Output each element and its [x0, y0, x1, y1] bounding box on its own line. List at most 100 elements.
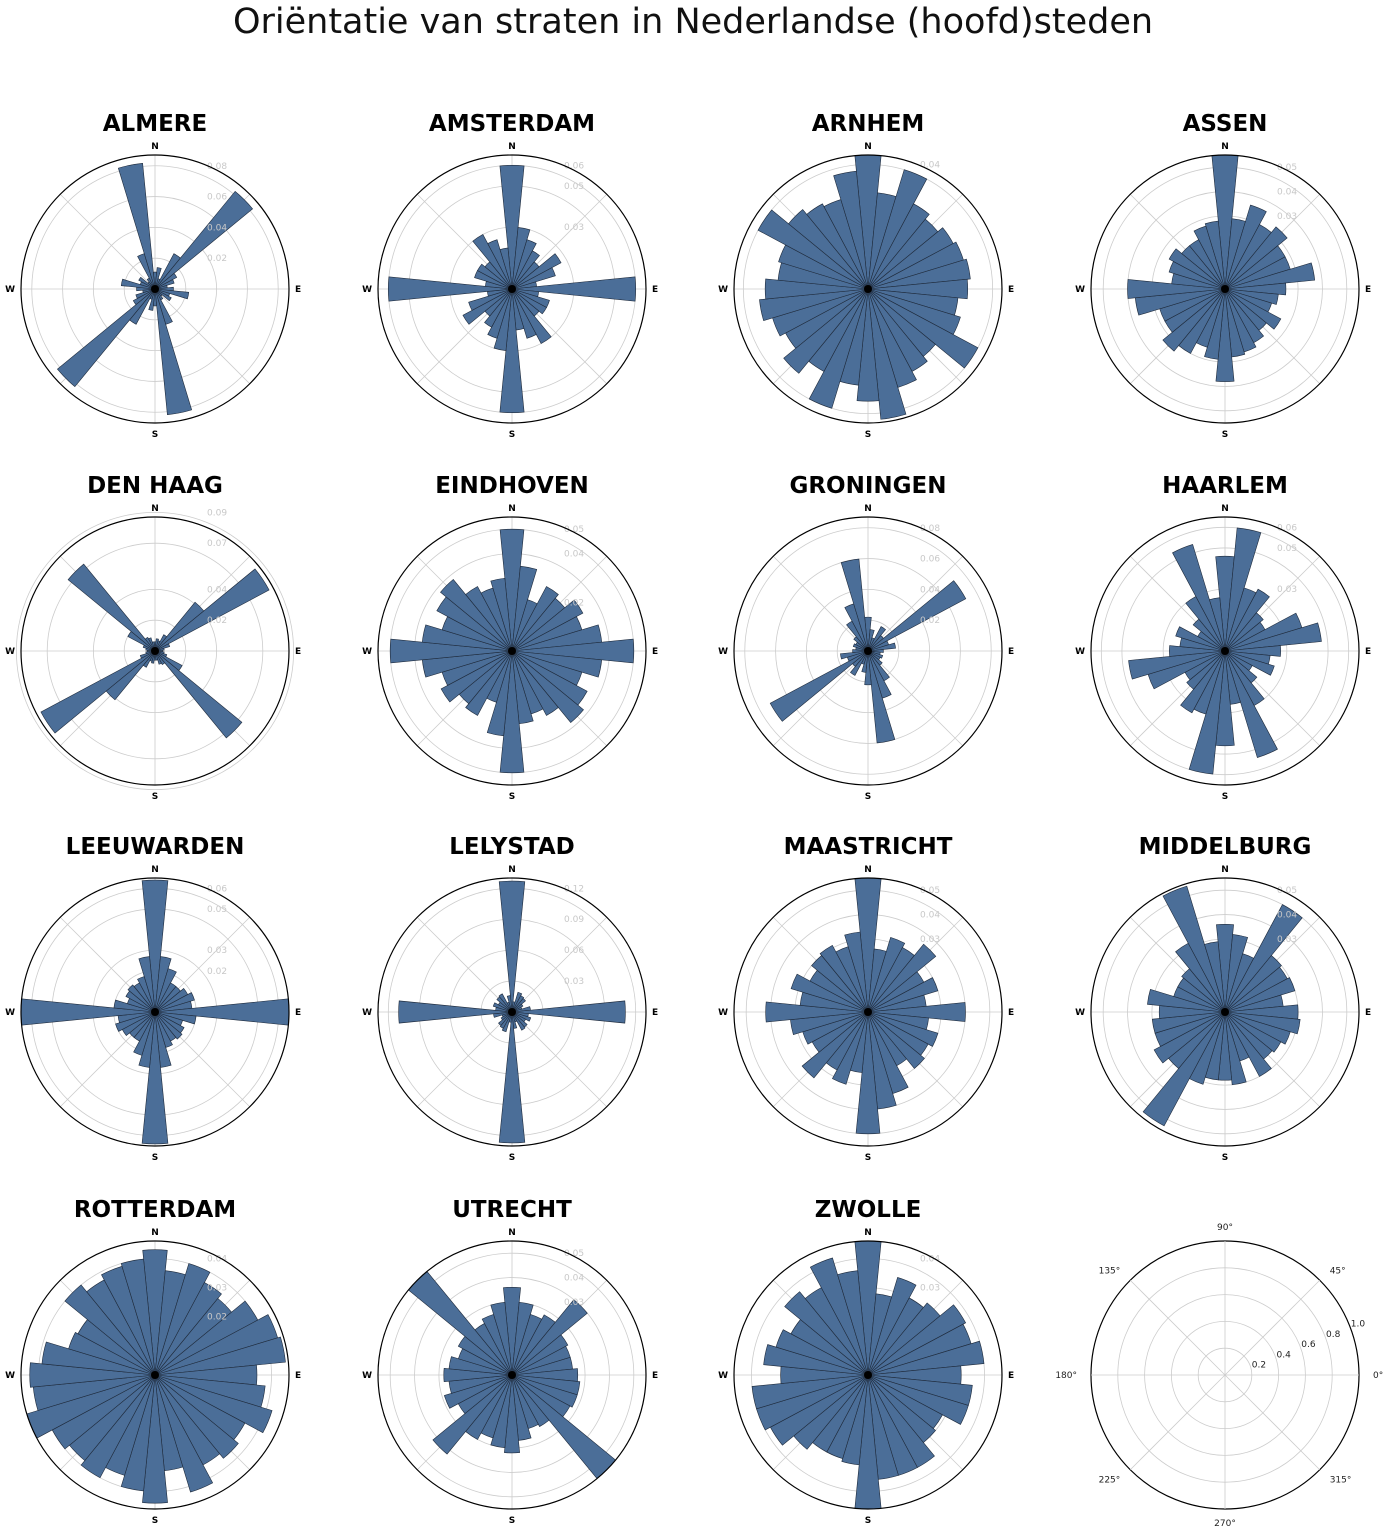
compass-label-s: S: [1222, 430, 1228, 440]
orientation-bar: [511, 1374, 578, 1408]
orientation-bar: [1224, 288, 1282, 330]
radial-tick-label: 0.03: [1277, 585, 1297, 595]
compass-label-w: W: [362, 1371, 372, 1381]
compass-label-e: E: [1365, 647, 1371, 657]
orientation-bar: [511, 288, 547, 315]
orientation-bar: [154, 568, 270, 652]
orientation-bar: [757, 209, 869, 290]
orientation-bar: [751, 1374, 869, 1410]
compass-label-s: S: [865, 1516, 871, 1526]
radial-tick-label: 0.06: [564, 161, 584, 171]
radial-tick-label: 0.05: [1277, 544, 1297, 554]
compass-label-w: W: [718, 1371, 728, 1381]
polar-chart-rotterdam: ROTTERDAM 0.02 0.03 0.04 N E S W: [5, 1197, 301, 1526]
orientation-bar: [498, 1011, 526, 1144]
compass-label-w: W: [718, 1008, 728, 1018]
orientation-bar: [133, 1011, 156, 1056]
orientation-bar: [503, 1286, 521, 1376]
radial-tick-label: 0.04: [920, 1254, 940, 1264]
orientation-bar: [801, 1011, 869, 1079]
orientation-bar: [511, 1299, 588, 1376]
chart-title: ASSEN: [1183, 111, 1268, 137]
orientation-bar: [499, 165, 525, 290]
orientation-bar: [154, 968, 177, 1013]
orientation-bar: [139, 650, 156, 659]
radial-tick-label: 0.03: [564, 223, 584, 233]
compass-label-s: S: [509, 792, 515, 802]
polar-chart-haarlem: HAARLEM 0.03 0.05 0.06 N E S W: [1075, 473, 1371, 802]
compass-label-n: N: [864, 865, 872, 875]
compass-label-s: S: [1222, 792, 1228, 802]
orientation-bar: [465, 586, 513, 652]
center-dot: [864, 1371, 872, 1379]
compass-label-n: N: [508, 1228, 516, 1238]
radial-tick-label: 0.06: [207, 193, 227, 203]
chart-title: ROTTERDAM: [74, 1197, 236, 1223]
orientation-bar: [154, 1374, 273, 1434]
chart-title: LELYSTAD: [449, 834, 574, 860]
grid-spoke: [772, 555, 869, 652]
orientation-bar: [120, 1374, 156, 1492]
orientation-bar: [788, 209, 869, 290]
orientation-bar: [1216, 923, 1234, 1013]
polar-chart-axes-reference: 0° 45° 90° 135° 180° 225° 270° 315° 0.2 0.4 0.6 0.8…: [1055, 1223, 1383, 1529]
orientation-bar: [511, 1374, 550, 1427]
polar-chart-middelburg: MIDDELBURG 0.03 0.04 0.05 N E S W: [1075, 834, 1371, 1163]
compass-label-s: S: [509, 1153, 515, 1163]
orientation-bar: [504, 1374, 520, 1454]
radial-tick-label: 0.8: [1326, 1330, 1341, 1340]
orientation-bar: [64, 1284, 156, 1376]
orientation-bar: [833, 170, 869, 290]
radial-tick-label: 0.09: [564, 915, 584, 925]
compass-label-s: S: [152, 792, 158, 802]
compass-label-e: E: [1365, 285, 1371, 295]
chart-title: MAASTRICHT: [784, 834, 953, 860]
orientation-bar: [1169, 645, 1226, 657]
orientation-bar: [432, 1374, 513, 1455]
orientation-bar: [443, 1367, 513, 1383]
compass-label-s: S: [865, 1153, 871, 1163]
compass-label-n: N: [1221, 865, 1229, 875]
radial-tick-label: 0.03: [1277, 935, 1297, 945]
radial-tick-label: 0.04: [1277, 188, 1297, 198]
orientation-bar: [511, 1011, 526, 1031]
orientation-bar: [440, 650, 513, 703]
compass-label-e: E: [1008, 285, 1014, 295]
orientation-bar: [806, 203, 869, 290]
orientation-bar: [41, 1341, 156, 1376]
compass-label-w: W: [362, 1008, 372, 1018]
orientation-bar: [867, 1374, 969, 1425]
orientation-bar: [1215, 288, 1235, 382]
orientation-bar: [511, 650, 584, 723]
orientation-bar: [138, 276, 156, 290]
radial-tick-label: 0.05: [564, 1249, 584, 1259]
outer-frame: [377, 877, 647, 1147]
orientation-bar: [511, 586, 559, 652]
compass-label-n: N: [864, 1228, 872, 1238]
compass-label-w: W: [718, 647, 728, 657]
center-dot: [508, 1008, 516, 1016]
compass-label-e: E: [295, 285, 301, 295]
angle-label: 225°: [1099, 1476, 1121, 1486]
orientation-bar: [1224, 1011, 1282, 1053]
compass-label-s: S: [509, 1516, 515, 1526]
orientation-bar: [468, 288, 513, 311]
chart-title: UTRECHT: [452, 1197, 572, 1223]
orientation-bar: [56, 288, 156, 388]
radial-tick-label: 0.04: [920, 911, 940, 921]
center-dot: [508, 285, 516, 293]
grid-spoke: [511, 916, 608, 1013]
radial-tick-label: 0.04: [207, 585, 227, 595]
orientation-bar: [127, 984, 156, 1013]
radial-tick-label: 0.04: [564, 1274, 584, 1284]
orientation-bar: [154, 272, 178, 290]
polar-chart-den-haag: DEN HAAG 0.02 0.04 0.07 0.09 N E S W: [5, 473, 301, 802]
orientation-bar: [1224, 226, 1288, 290]
orientation-bar: [867, 258, 971, 290]
compass-label-w: W: [5, 285, 15, 295]
center-dot: [151, 1371, 159, 1379]
angle-label: 0°: [1373, 1371, 1383, 1381]
orientation-bar: [398, 1000, 513, 1024]
orientation-bar: [856, 288, 880, 402]
